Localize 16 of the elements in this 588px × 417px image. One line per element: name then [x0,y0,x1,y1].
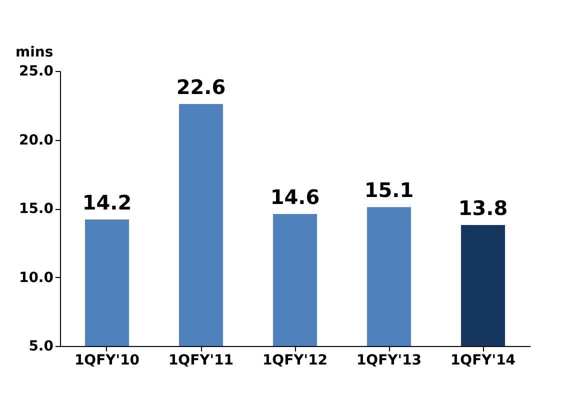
x-tick-label: 1QFY'14 [450,352,516,368]
y-tick-label: 15.0 [18,201,54,217]
x-tick-label: 1QFY'10 [74,352,140,368]
y-tick-label: 5.0 [28,338,54,354]
data-label: 22.6 [176,75,226,99]
data-label: 14.6 [270,185,320,209]
y-axis-title: mins [16,44,54,60]
x-tick-label: 1QFY'12 [262,352,328,368]
data-label: 14.2 [82,190,132,214]
x-tick-label: 1QFY'11 [168,352,234,368]
data-label: 15.1 [364,178,414,202]
y-tick-label: 10.0 [18,270,54,286]
y-tick-label: 20.0 [18,132,54,148]
x-tick-label: 1QFY'13 [356,352,422,368]
y-tick-label: 25.0 [18,64,54,80]
data-label: 13.8 [458,196,508,220]
